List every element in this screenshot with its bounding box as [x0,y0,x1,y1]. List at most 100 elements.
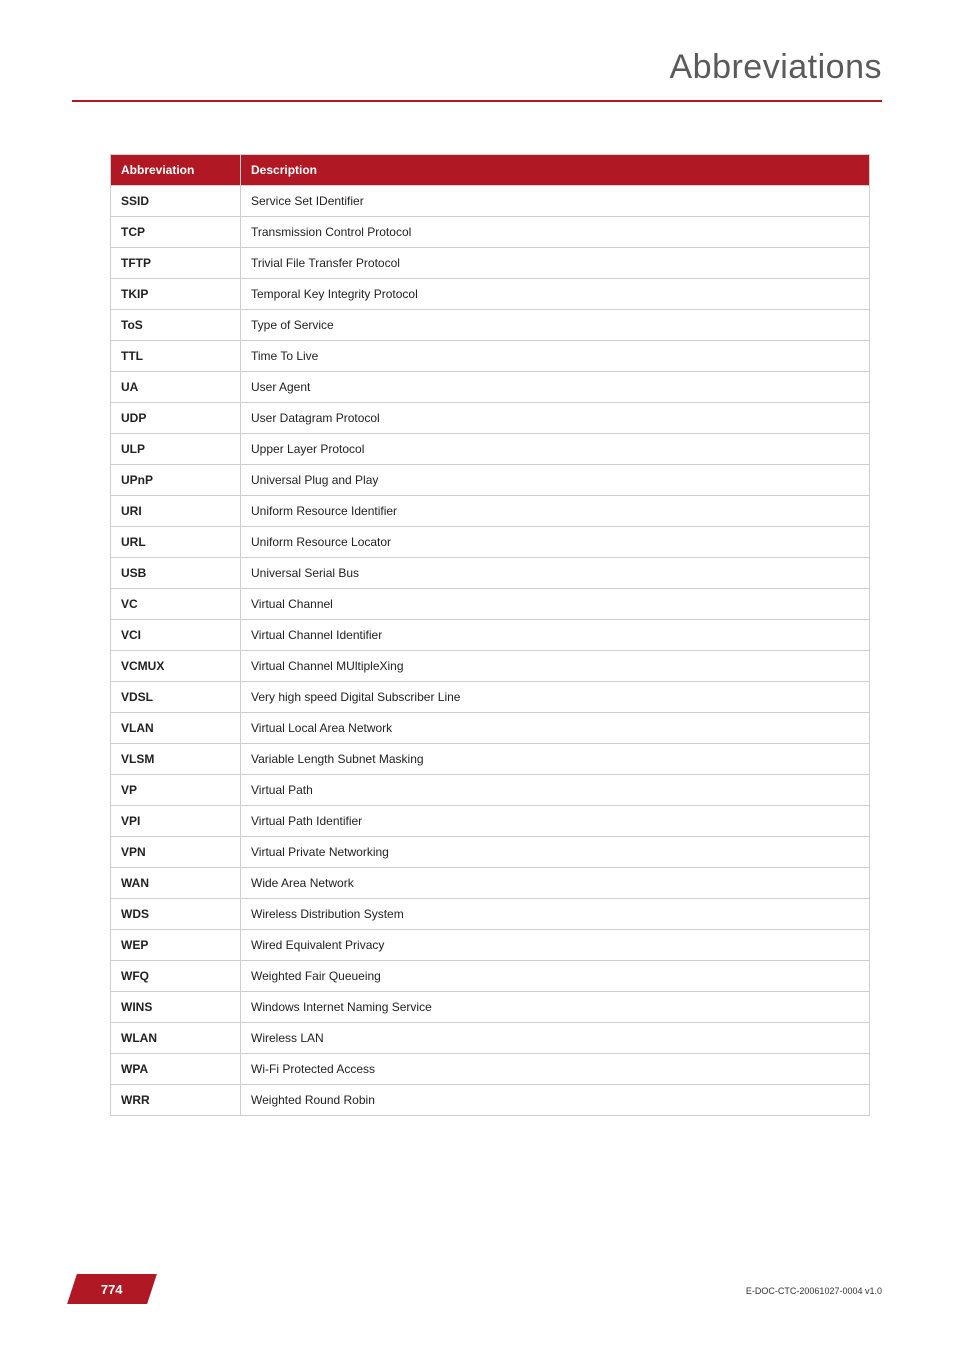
cell-description: Temporal Key Integrity Protocol [241,279,870,310]
cell-description: Virtual Local Area Network [241,713,870,744]
cell-description: Weighted Fair Queueing [241,961,870,992]
cell-abbreviation: USB [111,558,241,589]
cell-abbreviation: WINS [111,992,241,1023]
document-id: E-DOC-CTC-20061027-0004 v1.0 [746,1286,882,1296]
cell-abbreviation: WLAN [111,1023,241,1054]
cell-description: Type of Service [241,310,870,341]
abbreviations-table-wrap: Abbreviation Description SSIDService Set… [110,154,870,1116]
cell-abbreviation: ULP [111,434,241,465]
page-number-badge: 774 [67,1274,157,1304]
table-row: TFTPTrivial File Transfer Protocol [111,248,870,279]
table-row: VPIVirtual Path Identifier [111,806,870,837]
cell-description: Virtual Channel [241,589,870,620]
cell-description: Trivial File Transfer Protocol [241,248,870,279]
table-row: VLANVirtual Local Area Network [111,713,870,744]
table-row: WFQWeighted Fair Queueing [111,961,870,992]
table-row: VCVirtual Channel [111,589,870,620]
table-row: UPnPUniversal Plug and Play [111,465,870,496]
table-row: TCPTransmission Control Protocol [111,217,870,248]
cell-abbreviation: WFQ [111,961,241,992]
cell-abbreviation: TFTP [111,248,241,279]
table-row: WPAWi-Fi Protected Access [111,1054,870,1085]
cell-abbreviation: WDS [111,899,241,930]
cell-abbreviation: VPN [111,837,241,868]
cell-description: Virtual Private Networking [241,837,870,868]
table-row: URIUniform Resource Identifier [111,496,870,527]
table-row: WLANWireless LAN [111,1023,870,1054]
cell-abbreviation: URI [111,496,241,527]
cell-abbreviation: WEP [111,930,241,961]
cell-abbreviation: VDSL [111,682,241,713]
cell-description: Virtual Path Identifier [241,806,870,837]
cell-description: Wide Area Network [241,868,870,899]
cell-abbreviation: VPI [111,806,241,837]
cell-abbreviation: TKIP [111,279,241,310]
cell-description: Virtual Path [241,775,870,806]
cell-abbreviation: VP [111,775,241,806]
cell-description: Time To Live [241,341,870,372]
cell-description: Transmission Control Protocol [241,217,870,248]
cell-abbreviation: VLSM [111,744,241,775]
cell-description: User Datagram Protocol [241,403,870,434]
cell-abbreviation: WAN [111,868,241,899]
cell-description: Wireless LAN [241,1023,870,1054]
table-row: WRRWeighted Round Robin [111,1085,870,1116]
table-header-row: Abbreviation Description [111,155,870,186]
cell-abbreviation: TCP [111,217,241,248]
table-row: ToSType of Service [111,310,870,341]
table-row: TTLTime To Live [111,341,870,372]
table-row: WINSWindows Internet Naming Service [111,992,870,1023]
cell-abbreviation: ToS [111,310,241,341]
cell-description: Virtual Channel MUltipleXing [241,651,870,682]
table-row: VPVirtual Path [111,775,870,806]
table-row: UAUser Agent [111,372,870,403]
cell-description: Universal Serial Bus [241,558,870,589]
table-row: USBUniversal Serial Bus [111,558,870,589]
cell-abbreviation: VCMUX [111,651,241,682]
cell-abbreviation: VLAN [111,713,241,744]
table-row: VDSLVery high speed Digital Subscriber L… [111,682,870,713]
cell-description: Upper Layer Protocol [241,434,870,465]
table-row: VCIVirtual Channel Identifier [111,620,870,651]
cell-abbreviation: WPA [111,1054,241,1085]
cell-description: Windows Internet Naming Service [241,992,870,1023]
col-abbreviation: Abbreviation [111,155,241,186]
cell-abbreviation: WRR [111,1085,241,1116]
cell-abbreviation: UPnP [111,465,241,496]
cell-abbreviation: SSID [111,186,241,217]
cell-description: Service Set IDentifier [241,186,870,217]
cell-abbreviation: VC [111,589,241,620]
cell-description: Very high speed Digital Subscriber Line [241,682,870,713]
table-row: VPNVirtual Private Networking [111,837,870,868]
cell-description: User Agent [241,372,870,403]
table-row: ULPUpper Layer Protocol [111,434,870,465]
cell-abbreviation: UA [111,372,241,403]
cell-description: Variable Length Subnet Masking [241,744,870,775]
table-row: VLSMVariable Length Subnet Masking [111,744,870,775]
cell-abbreviation: VCI [111,620,241,651]
cell-abbreviation: TTL [111,341,241,372]
table-row: WDSWireless Distribution System [111,899,870,930]
title-divider [72,100,882,102]
cell-description: Uniform Resource Locator [241,527,870,558]
abbreviations-table: Abbreviation Description SSIDService Set… [110,154,870,1116]
table-row: VCMUXVirtual Channel MUltipleXing [111,651,870,682]
cell-description: Wired Equivalent Privacy [241,930,870,961]
table-row: TKIPTemporal Key Integrity Protocol [111,279,870,310]
page-footer: 774 E-DOC-CTC-20061027-0004 v1.0 [0,1268,954,1304]
table-row: WEPWired Equivalent Privacy [111,930,870,961]
table-row: UDPUser Datagram Protocol [111,403,870,434]
cell-abbreviation: URL [111,527,241,558]
page-title: Abbreviations [669,48,882,87]
cell-description: Universal Plug and Play [241,465,870,496]
table-row: SSIDService Set IDentifier [111,186,870,217]
table-row: URLUniform Resource Locator [111,527,870,558]
page-number: 774 [101,1282,123,1297]
cell-description: Wireless Distribution System [241,899,870,930]
cell-description: Uniform Resource Identifier [241,496,870,527]
cell-abbreviation: UDP [111,403,241,434]
col-description: Description [241,155,870,186]
cell-description: Wi-Fi Protected Access [241,1054,870,1085]
cell-description: Weighted Round Robin [241,1085,870,1116]
cell-description: Virtual Channel Identifier [241,620,870,651]
